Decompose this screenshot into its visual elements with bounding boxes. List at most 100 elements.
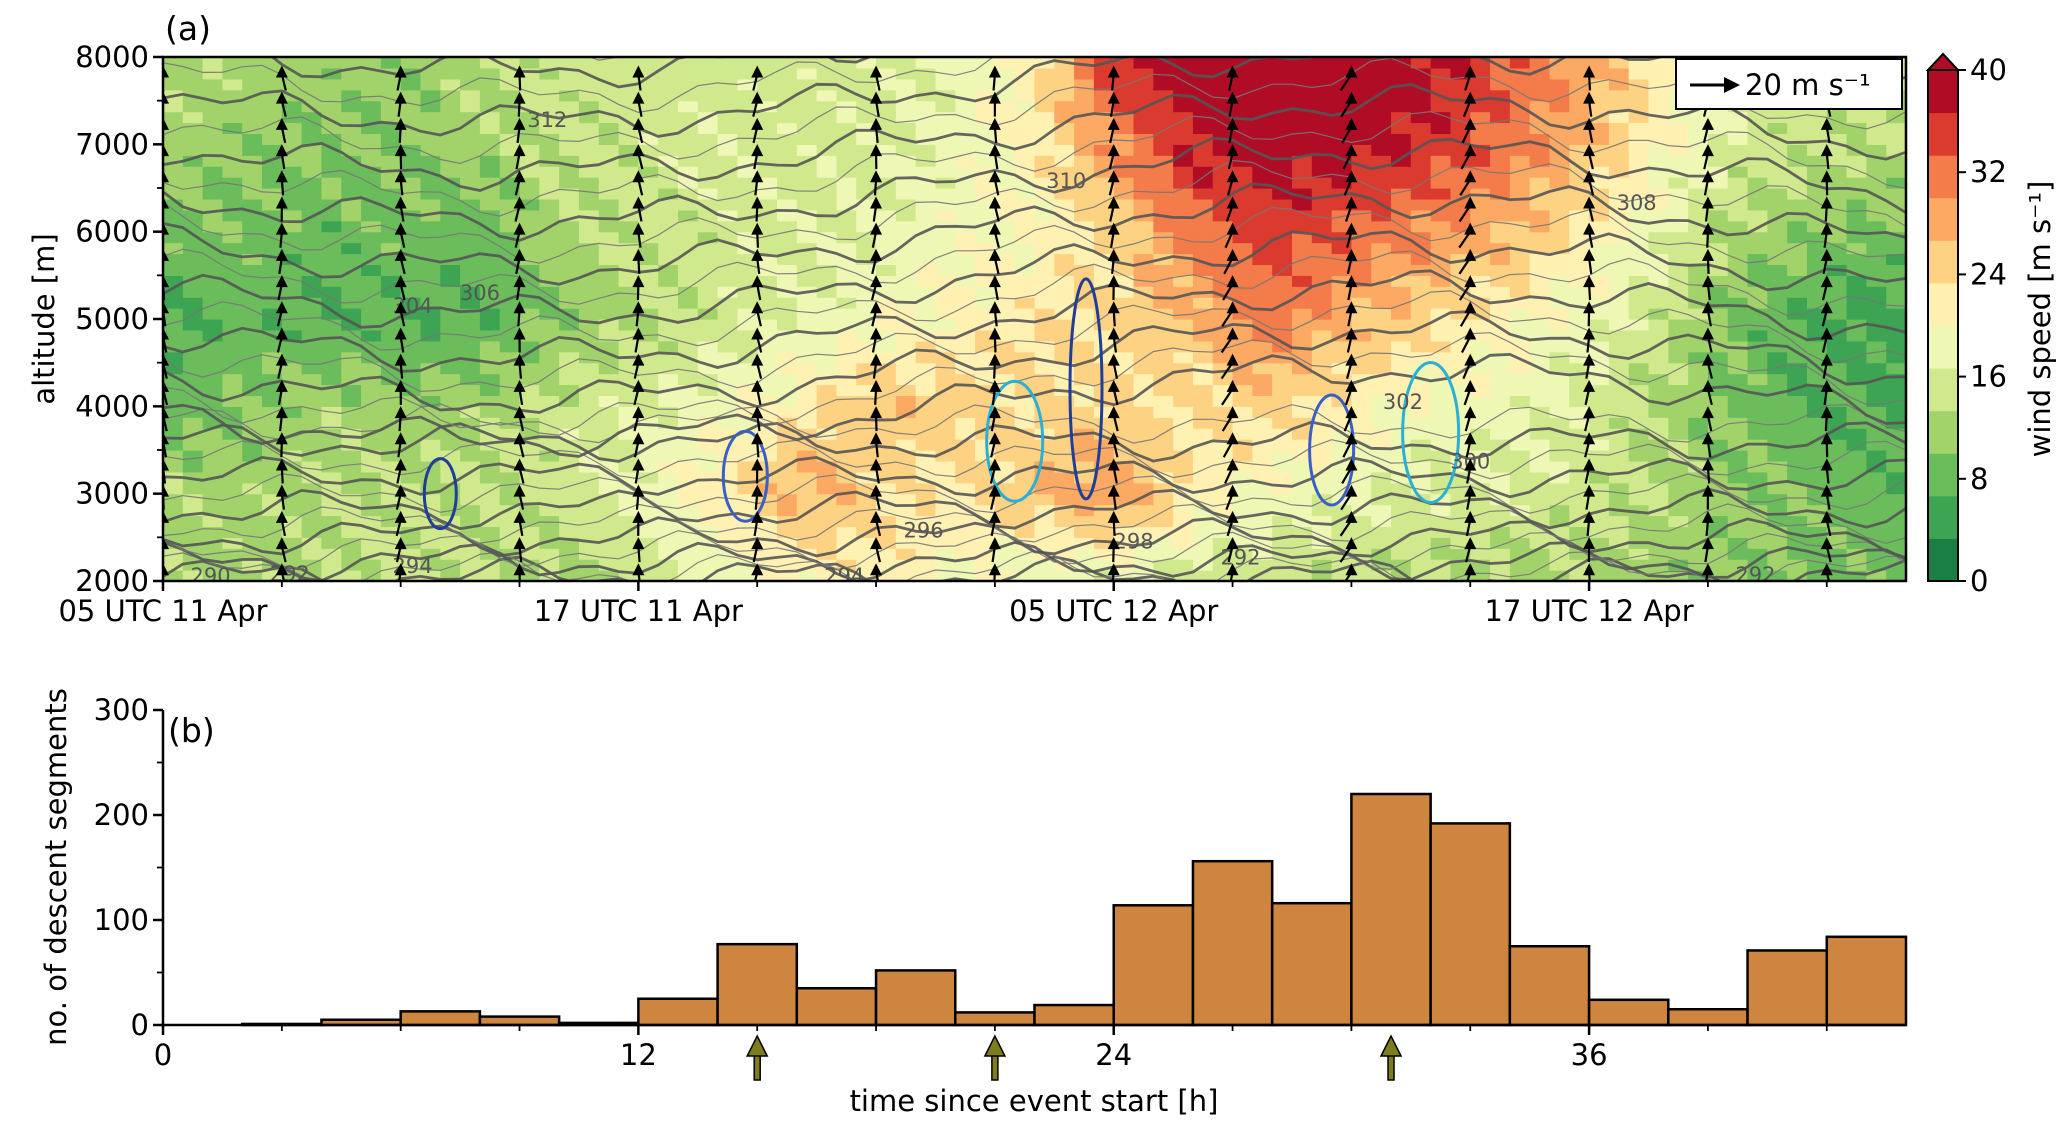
heatmap-cell bbox=[1153, 439, 1174, 451]
heatmap-cell bbox=[182, 319, 204, 331]
heatmap-cell bbox=[717, 198, 738, 211]
heatmap-cell bbox=[1787, 253, 1808, 266]
heatmap-cell bbox=[1351, 526, 1372, 538]
heatmap-cell bbox=[380, 428, 402, 440]
heatmap-cell bbox=[1589, 89, 1610, 102]
heatmap-cell bbox=[578, 406, 600, 418]
heatmap-cell bbox=[618, 548, 639, 560]
heatmap-cell bbox=[975, 526, 996, 538]
heatmap-cell bbox=[1371, 57, 1392, 69]
heatmap-cell bbox=[1430, 417, 1452, 429]
heatmap-cell bbox=[658, 559, 679, 571]
heatmap-cell bbox=[677, 78, 699, 91]
heatmap-cell bbox=[1628, 78, 1650, 91]
heatmap-cell bbox=[242, 286, 263, 298]
heatmap-cell bbox=[777, 406, 798, 418]
heatmap-cell bbox=[539, 242, 560, 255]
heatmap-cell bbox=[895, 209, 917, 222]
heatmap-cell bbox=[222, 275, 243, 287]
heatmap-cell bbox=[1074, 253, 1095, 266]
heatmap-cell bbox=[598, 559, 620, 571]
heatmap-cell bbox=[578, 177, 600, 189]
heatmap-cell bbox=[1490, 460, 1511, 473]
heatmap-cell bbox=[262, 242, 283, 255]
heatmap-cell bbox=[380, 57, 402, 69]
heatmap-cell bbox=[1173, 231, 1194, 244]
heatmap-cell bbox=[955, 308, 976, 320]
heatmap-cell bbox=[361, 559, 382, 571]
histogram-bar bbox=[954, 1011, 1036, 1027]
heatmap-cell bbox=[895, 166, 917, 178]
heatmap-cell bbox=[222, 78, 243, 91]
heatmap-cell bbox=[1608, 428, 1630, 440]
heatmap-cell bbox=[935, 362, 956, 375]
heatmap-cell bbox=[1648, 78, 1669, 91]
heatmap-cell bbox=[499, 537, 521, 549]
heatmap-cell bbox=[1509, 111, 1531, 124]
heatmap-cell bbox=[1014, 177, 1036, 189]
heatmap-cell bbox=[1509, 319, 1531, 331]
heatmap-cell bbox=[420, 111, 441, 124]
wind-vector-head bbox=[1107, 379, 1120, 392]
heatmap-cell bbox=[1787, 406, 1808, 418]
heatmap-cell bbox=[578, 166, 600, 178]
heatmap-cell bbox=[163, 559, 184, 571]
histogram-bar bbox=[1112, 904, 1195, 1027]
heatmap-cell bbox=[1450, 559, 1471, 571]
heatmap-cell bbox=[737, 340, 758, 353]
heatmap-cell bbox=[262, 133, 283, 145]
heatmap-cell bbox=[499, 144, 521, 156]
heatmap-cell bbox=[1747, 526, 1768, 538]
heatmap-cell bbox=[301, 57, 323, 69]
heatmap-cell bbox=[1014, 504, 1036, 517]
heatmap-cell bbox=[182, 373, 204, 386]
heatmap-cell bbox=[717, 340, 738, 353]
heatmap-cell bbox=[1054, 100, 1075, 113]
heatmap-cell bbox=[321, 471, 342, 484]
wind-vector-head bbox=[163, 144, 169, 157]
heatmap-cell bbox=[1351, 406, 1372, 418]
heatmap-cell bbox=[1173, 144, 1194, 156]
heatmap-cell bbox=[677, 471, 699, 484]
heatmap-cell bbox=[1430, 78, 1452, 91]
heatmap-cell bbox=[1866, 559, 1887, 571]
heatmap-cell bbox=[1490, 78, 1511, 91]
heatmap-cell bbox=[1391, 439, 1412, 451]
heatmap-cell bbox=[598, 166, 620, 178]
heatmap-cell bbox=[1688, 329, 1709, 342]
wind-vector-head bbox=[988, 537, 1001, 550]
heatmap-cell bbox=[836, 428, 857, 440]
heatmap-cell bbox=[380, 439, 402, 451]
heatmap-cell bbox=[262, 122, 283, 135]
heatmap-cell bbox=[717, 482, 738, 495]
heatmap-cell bbox=[1470, 111, 1491, 124]
heatmap-cell bbox=[1232, 89, 1253, 102]
heatmap-cell bbox=[895, 286, 917, 298]
heatmap-cell bbox=[1608, 450, 1630, 462]
heatmap-cell bbox=[1767, 275, 1788, 287]
heatmap-cell bbox=[856, 177, 877, 189]
heatmap-cell bbox=[163, 209, 184, 222]
heatmap-cell bbox=[975, 122, 996, 135]
heatmap-cell bbox=[1371, 373, 1392, 386]
heatmap-cell bbox=[499, 373, 521, 386]
heatmap-cell bbox=[777, 155, 798, 167]
heatmap-cell bbox=[1034, 373, 1055, 386]
heatmap-cell bbox=[836, 450, 857, 462]
heatmap-cell bbox=[1391, 515, 1412, 528]
heatmap-cell bbox=[816, 439, 838, 451]
heatmap-cell bbox=[400, 166, 422, 178]
heatmap-cell bbox=[955, 450, 976, 462]
heatmap-cell bbox=[658, 362, 679, 375]
heatmap-cell bbox=[380, 406, 402, 418]
heatmap-cell bbox=[281, 537, 303, 549]
heatmap-cell bbox=[955, 537, 976, 549]
heatmap-cell bbox=[1291, 537, 1313, 549]
heatmap-cell bbox=[757, 78, 778, 91]
heatmap-cell bbox=[361, 231, 382, 244]
heatmap-cell bbox=[1470, 308, 1491, 320]
heatmap-cell bbox=[361, 340, 382, 353]
heatmap-cell bbox=[677, 242, 699, 255]
heatmap-cell bbox=[1351, 471, 1372, 484]
